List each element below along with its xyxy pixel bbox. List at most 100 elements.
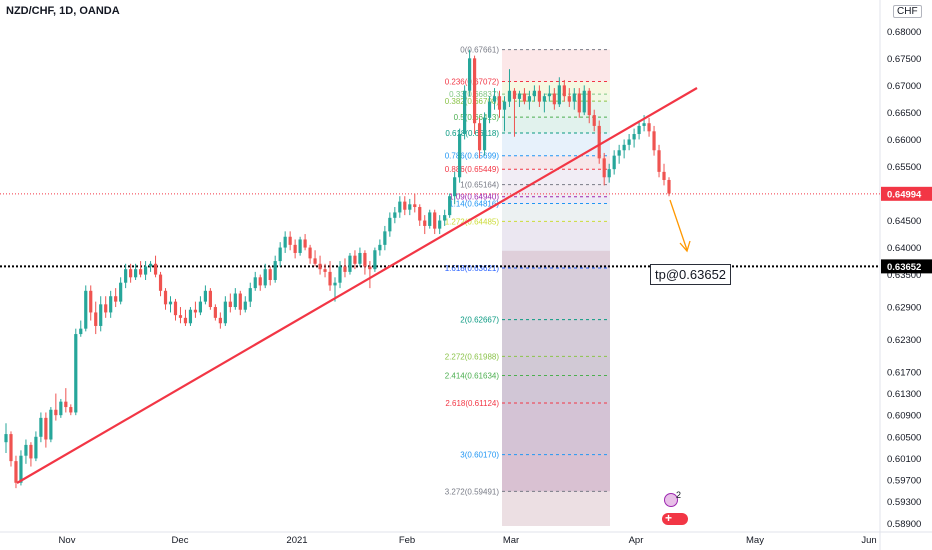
candle-body <box>328 271 332 286</box>
candle-body <box>173 301 178 316</box>
candle-body <box>368 266 372 270</box>
fib-level-label: 0.786(0.65699) <box>445 152 500 161</box>
candle-body <box>338 266 342 283</box>
candle-body <box>193 309 198 313</box>
fib-zone <box>502 454 610 492</box>
candle-body <box>258 277 262 286</box>
x-tick-label: Mar <box>503 535 519 546</box>
candle-body <box>517 93 522 99</box>
candle-body <box>373 250 377 270</box>
candle-body <box>228 301 232 308</box>
candle-body <box>642 123 646 126</box>
candle-body <box>423 220 427 226</box>
fib-level-label: 0.618(0.66118) <box>445 129 499 138</box>
candle-body <box>348 255 352 272</box>
candle-body <box>507 90 512 102</box>
fib-zone <box>502 49 610 82</box>
fib-zone <box>502 94 610 102</box>
candle-body <box>114 296 118 302</box>
candle-body <box>502 101 507 110</box>
candle-body <box>138 269 143 275</box>
candle-body <box>79 328 83 335</box>
candle-body <box>64 401 68 408</box>
candle-body <box>89 290 93 313</box>
candle-body <box>188 309 193 324</box>
candle-body <box>29 444 33 459</box>
fib-zone <box>502 203 610 222</box>
candle-body <box>233 293 237 308</box>
y-tick-label: 0.68000 <box>887 27 921 38</box>
candle-body <box>183 317 188 324</box>
candle-body <box>313 258 317 264</box>
candle-body <box>592 115 596 126</box>
candle-body <box>163 290 168 305</box>
candle-body <box>408 204 412 210</box>
current-price-tag <box>881 186 932 201</box>
candle-body <box>512 90 517 99</box>
fib-zone <box>502 81 610 95</box>
candle-body <box>403 201 407 210</box>
candle-body <box>547 93 551 97</box>
candle-body <box>537 90 541 102</box>
candle-body <box>532 90 537 97</box>
candle-body <box>353 255 357 264</box>
candle-body <box>393 212 397 218</box>
candle-body <box>218 317 222 324</box>
candle-body <box>124 269 128 283</box>
fib-level-label: 0.5(0.66413) <box>454 113 500 122</box>
fib-level-label: 3.272(0.59491) <box>445 487 500 496</box>
candle-body <box>527 96 532 102</box>
candle-body <box>273 261 277 281</box>
candle-body <box>542 96 546 102</box>
y-tick-label: 0.59700 <box>887 476 921 487</box>
add-event-icon[interactable] <box>662 511 688 525</box>
candle-body <box>84 290 88 329</box>
candle-body <box>577 93 581 113</box>
y-tick-label: 0.58900 <box>887 519 921 530</box>
candle-body <box>109 296 113 313</box>
candle-body <box>482 117 487 151</box>
projection-arrow <box>669 199 688 251</box>
candle-body <box>647 123 651 132</box>
fib-zone-shade <box>502 250 610 526</box>
candle-body <box>298 239 302 253</box>
candle-body <box>129 269 133 278</box>
candle-body <box>557 85 561 105</box>
candle-body <box>602 158 606 178</box>
candle-body <box>472 58 477 124</box>
candle-body <box>343 266 347 272</box>
candle-body <box>522 93 527 102</box>
candle-body <box>477 123 482 151</box>
fib-zone <box>502 133 610 156</box>
target-price-label: 0.63652 <box>887 262 921 273</box>
candle-body <box>34 436 38 459</box>
candle-body <box>119 282 123 302</box>
candle-body <box>413 204 417 208</box>
fib-zone <box>502 403 610 455</box>
candle-body <box>622 144 626 151</box>
candle-body <box>94 312 98 326</box>
fib-zone <box>502 356 610 376</box>
currency-label[interactable]: CHF <box>893 5 922 18</box>
fib-level-label: 3(0.60170) <box>460 451 499 460</box>
candle-body <box>637 125 641 135</box>
x-tick-label: 2021 <box>286 535 307 546</box>
fib-zone <box>502 184 610 197</box>
candle-body <box>468 58 472 91</box>
y-tick-label: 0.65500 <box>887 162 921 173</box>
candle-body <box>198 301 203 313</box>
candle-body <box>44 417 48 440</box>
candle-body <box>398 201 402 213</box>
candle-body <box>59 401 63 416</box>
trendline <box>16 87 698 484</box>
fib-zone <box>502 375 610 404</box>
candle-body <box>363 252 367 267</box>
candle-body <box>617 150 621 156</box>
event-badge-icon[interactable] <box>664 493 678 507</box>
candle-body <box>158 274 163 291</box>
candle-body <box>607 169 611 178</box>
y-tick-label: 0.66500 <box>887 108 921 119</box>
candle-body <box>203 290 207 302</box>
candle-body <box>627 139 631 145</box>
